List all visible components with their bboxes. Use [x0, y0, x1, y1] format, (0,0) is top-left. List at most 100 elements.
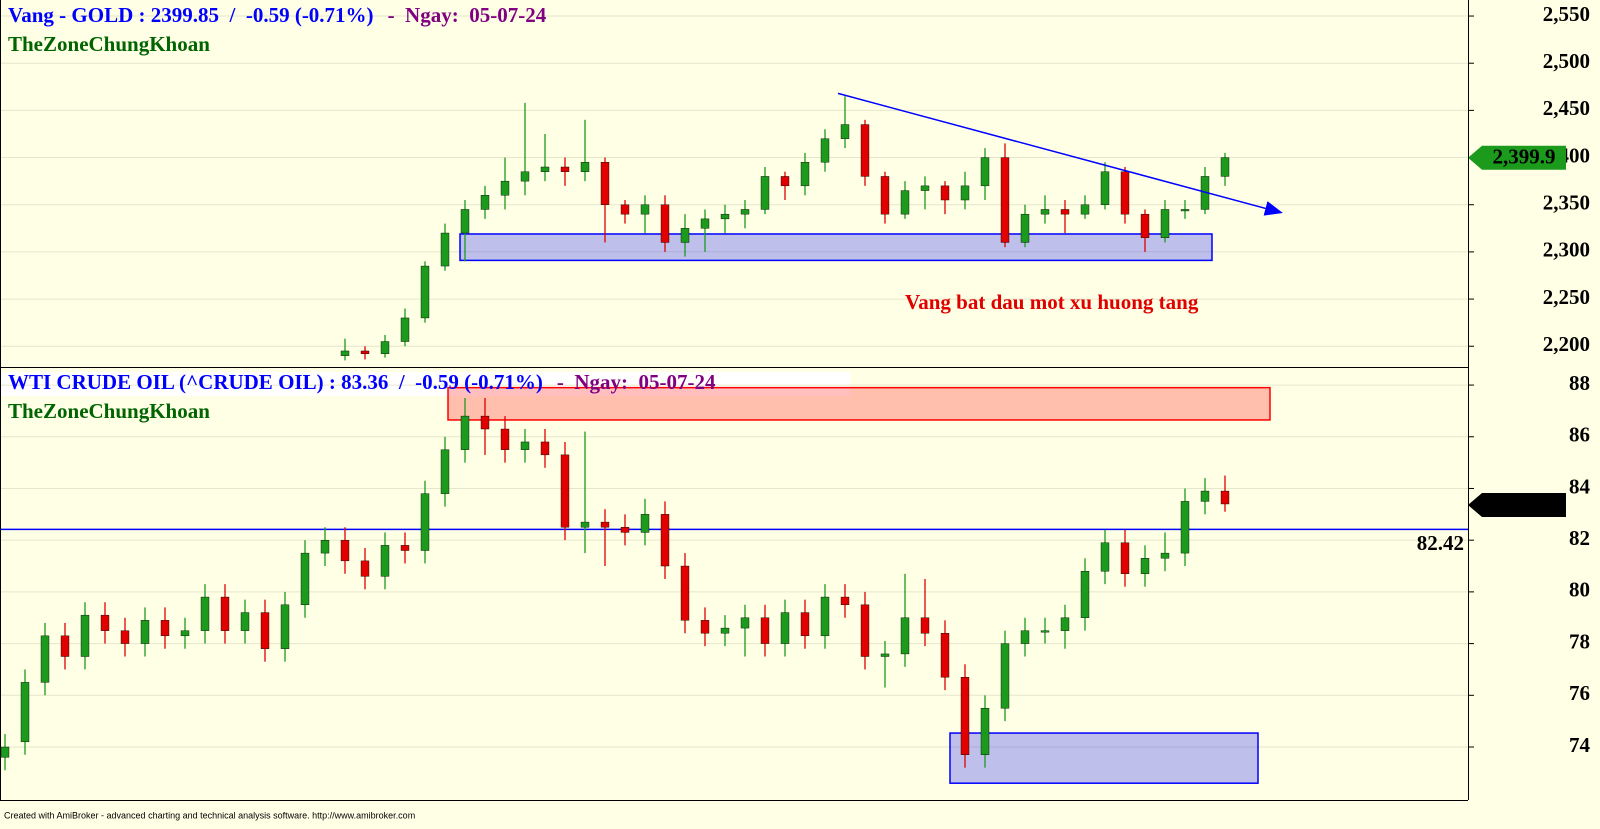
y-tick-label: 80: [1569, 578, 1590, 602]
candle-body: [120, 630, 130, 644]
candle-body: [700, 620, 710, 634]
candle-body: [800, 162, 810, 187]
candle-body: [640, 514, 650, 533]
candle-body: [800, 612, 810, 637]
candle-body: [760, 176, 770, 210]
trend-line: [837, 92, 1283, 216]
candle-body: [20, 682, 30, 743]
candle-body: [420, 265, 430, 319]
hline-label: 82.42: [1417, 531, 1464, 555]
candle-body: [880, 653, 890, 657]
candle-body: [580, 162, 590, 172]
annotation: Vang bat dau mot xu huong tang: [905, 290, 1199, 314]
candle-body: [1180, 209, 1190, 212]
candle-body: [40, 635, 50, 683]
candle-body: [680, 228, 690, 243]
title-main: Vang - GOLD : 2399.85 / -0.59 (-0.71%): [8, 3, 374, 27]
candle-body: [400, 317, 410, 342]
candle-body: [220, 596, 230, 631]
candle-body: [520, 171, 530, 182]
candle-body: [200, 596, 210, 631]
candle-body: [1140, 558, 1150, 574]
candle-body: [1080, 204, 1090, 215]
candle-body: [1000, 643, 1010, 709]
candle-body: [0, 746, 10, 758]
y-tick-label: 86: [1569, 423, 1590, 447]
candle-body: [60, 635, 70, 657]
candle-body: [340, 539, 350, 562]
candle-body: [460, 209, 470, 234]
candle-body: [600, 521, 610, 528]
candle-body: [960, 185, 970, 201]
y-tick-label: 2,200: [1543, 332, 1590, 356]
candle-body: [680, 565, 690, 621]
candle-body: [1100, 542, 1110, 572]
candle-body: [820, 596, 830, 637]
candle-body: [940, 633, 950, 678]
candle-body: [520, 441, 530, 450]
candle-body: [640, 204, 650, 215]
candle-body: [840, 596, 850, 606]
watermark: TheZoneChungKhoan: [8, 32, 210, 56]
candle-body: [660, 514, 670, 567]
candle-body: [760, 617, 770, 644]
candle-body: [720, 213, 730, 220]
candle-body: [240, 612, 250, 631]
zone: [459, 233, 1213, 262]
candle-body: [140, 620, 150, 644]
candle-body: [900, 617, 910, 655]
y-tick-label: 2,450: [1543, 96, 1590, 120]
candle-body: [660, 204, 670, 243]
candle-body: [540, 166, 550, 172]
candle-body: [100, 614, 110, 631]
candle-body: [480, 195, 490, 210]
chart-title: WTI CRUDE OIL (^CRUDE OIL) : 83.36 / -0.…: [8, 370, 716, 394]
candle-body: [980, 708, 990, 755]
candle-body: [560, 454, 570, 528]
candle-body: [420, 493, 430, 551]
candle-body: [1100, 171, 1110, 205]
title-main: WTI CRUDE OIL (^CRUDE OIL) : 83.36 / -0.…: [8, 370, 543, 394]
candle-body: [1180, 501, 1190, 554]
candle-body: [440, 449, 450, 494]
candle-body: [780, 612, 790, 644]
y-tick-label: 76: [1569, 681, 1590, 705]
y-tick-label: 2,350: [1543, 191, 1590, 215]
candle-body: [560, 166, 570, 172]
y-tick-label: 2,550: [1543, 2, 1590, 26]
candle-body: [380, 341, 390, 354]
candle-body: [980, 157, 990, 187]
y-tick-label: 84: [1569, 474, 1591, 498]
candle-body: [460, 415, 470, 450]
candle-body: [1060, 617, 1070, 631]
candle-body: [860, 604, 870, 657]
candle-body: [820, 138, 830, 163]
candle-body: [720, 627, 730, 634]
candle-body: [1020, 630, 1030, 644]
zone: [949, 732, 1259, 784]
candle-body: [260, 612, 270, 649]
candle-body: [1220, 157, 1230, 177]
candle-body: [300, 552, 310, 606]
y-tick-label: 82: [1569, 526, 1590, 550]
candle-body: [440, 232, 450, 267]
candle-body: [1040, 209, 1050, 215]
candle-body: [400, 545, 410, 551]
candle-body: [180, 630, 190, 637]
y-tick-label: 2,300: [1543, 238, 1590, 262]
candle-body: [620, 527, 630, 533]
candle-body: [940, 185, 950, 201]
candle-body: [280, 604, 290, 649]
chart-title: Vang - GOLD : 2399.85 / -0.59 (-0.71%) - …: [8, 3, 547, 27]
candle-body: [1000, 157, 1010, 243]
candle-body: [740, 617, 750, 629]
footer: Created with AmiBroker - advanced charti…: [4, 810, 415, 820]
candle-body: [620, 204, 630, 215]
candle-body: [1220, 490, 1230, 505]
candle-body: [360, 350, 370, 354]
y-tick-label: 74: [1569, 733, 1591, 757]
price-tag-label: 2,399.9: [1493, 145, 1556, 169]
candle-body: [80, 614, 90, 657]
